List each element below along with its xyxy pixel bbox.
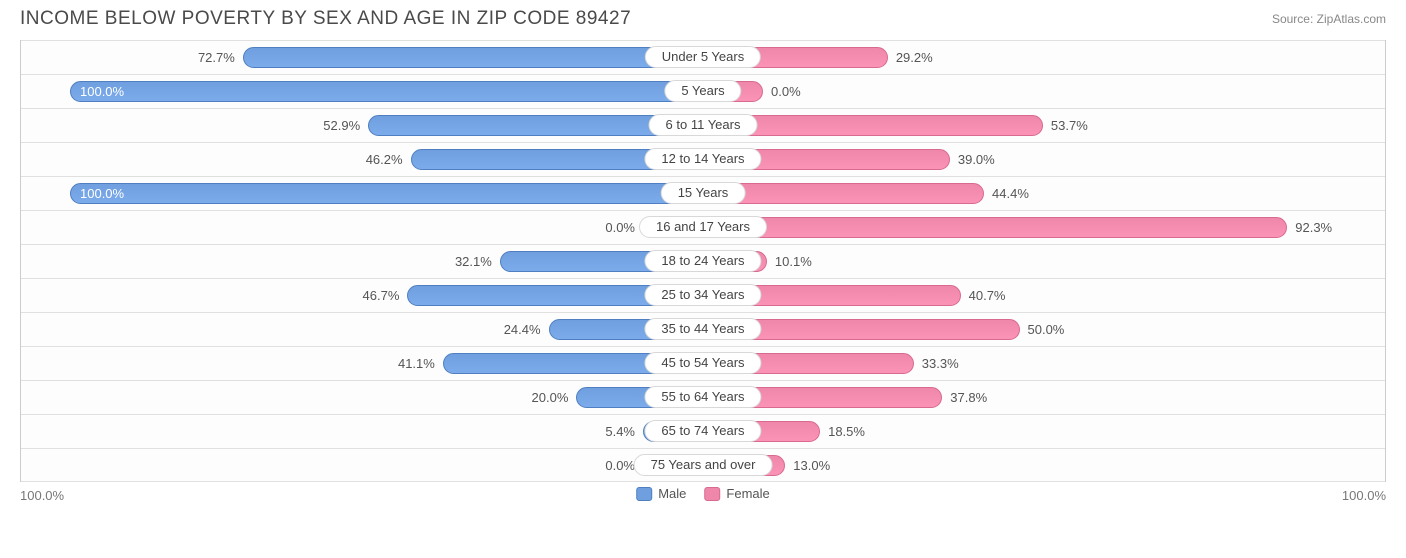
chart-row: 20.0% 37.8% 55 to 64 Years bbox=[21, 380, 1385, 414]
value-label-male: 46.2% bbox=[366, 149, 403, 170]
chart-footer: 100.0% Male Female 100.0% bbox=[20, 484, 1386, 514]
value-label-female: 40.7% bbox=[969, 285, 1006, 306]
chart-area: 72.7% 29.2% Under 5 Years 100.0% 0.0% 5 Years… bbox=[20, 40, 1386, 482]
value-label-female: 0.0% bbox=[771, 81, 801, 102]
bar-male bbox=[70, 183, 703, 204]
chart-row: 5.4% 18.5% 65 to 74 Years bbox=[21, 414, 1385, 448]
value-label-male: 52.9% bbox=[323, 115, 360, 136]
chart-row: 46.7% 40.7% 25 to 34 Years bbox=[21, 278, 1385, 312]
value-label-female: 18.5% bbox=[828, 421, 865, 442]
chart-row: 0.0% 92.3% 16 and 17 Years bbox=[21, 210, 1385, 244]
category-label: 65 to 74 Years bbox=[644, 420, 761, 442]
chart-source: Source: ZipAtlas.com bbox=[1272, 8, 1386, 26]
value-label-male: 100.0% bbox=[70, 183, 134, 204]
chart-row: 24.4% 50.0% 35 to 44 Years bbox=[21, 312, 1385, 346]
chart-row: 32.1% 10.1% 18 to 24 Years bbox=[21, 244, 1385, 278]
chart-row: 72.7% 29.2% Under 5 Years bbox=[21, 40, 1385, 74]
value-label-female: 92.3% bbox=[1295, 217, 1332, 238]
value-label-male: 0.0% bbox=[605, 455, 635, 476]
value-label-male: 24.4% bbox=[504, 319, 541, 340]
legend-label-male: Male bbox=[658, 486, 686, 501]
category-label: 16 and 17 Years bbox=[639, 216, 767, 238]
axis-label-right: 100.0% bbox=[1342, 488, 1386, 503]
value-label-female: 39.0% bbox=[958, 149, 995, 170]
chart-row: 0.0% 13.0% 75 Years and over bbox=[21, 448, 1385, 482]
value-label-female: 29.2% bbox=[896, 47, 933, 68]
legend-item-male: Male bbox=[636, 486, 686, 501]
category-label: 12 to 14 Years bbox=[644, 148, 761, 170]
category-label: 35 to 44 Years bbox=[644, 318, 761, 340]
value-label-female: 13.0% bbox=[793, 455, 830, 476]
legend-item-female: Female bbox=[704, 486, 769, 501]
axis-label-left: 100.0% bbox=[20, 488, 64, 503]
category-label: 15 Years bbox=[661, 182, 746, 204]
bar-male bbox=[243, 47, 703, 68]
chart-row: 46.2% 39.0% 12 to 14 Years bbox=[21, 142, 1385, 176]
value-label-male: 32.1% bbox=[455, 251, 492, 272]
legend: Male Female bbox=[636, 486, 770, 501]
swatch-male bbox=[636, 487, 652, 501]
value-label-female: 53.7% bbox=[1051, 115, 1088, 136]
category-label: 45 to 54 Years bbox=[644, 352, 761, 374]
value-label-male: 100.0% bbox=[70, 81, 134, 102]
swatch-female bbox=[704, 487, 720, 501]
value-label-male: 41.1% bbox=[398, 353, 435, 374]
chart-row: 52.9% 53.7% 6 to 11 Years bbox=[21, 108, 1385, 142]
chart-title: INCOME BELOW POVERTY BY SEX AND AGE IN Z… bbox=[20, 8, 631, 30]
category-label: Under 5 Years bbox=[645, 46, 761, 68]
value-label-male: 20.0% bbox=[532, 387, 569, 408]
bar-male bbox=[70, 81, 703, 102]
bar-female bbox=[703, 217, 1287, 238]
chart-row: 41.1% 33.3% 45 to 54 Years bbox=[21, 346, 1385, 380]
category-label: 25 to 34 Years bbox=[644, 284, 761, 306]
value-label-female: 44.4% bbox=[992, 183, 1029, 204]
value-label-male: 72.7% bbox=[198, 47, 235, 68]
chart-row: 100.0% 0.0% 5 Years bbox=[21, 74, 1385, 108]
category-label: 18 to 24 Years bbox=[644, 250, 761, 272]
category-label: 75 Years and over bbox=[634, 454, 773, 476]
value-label-female: 37.8% bbox=[950, 387, 987, 408]
value-label-male: 5.4% bbox=[605, 421, 635, 442]
category-label: 6 to 11 Years bbox=[649, 114, 758, 136]
value-label-male: 46.7% bbox=[363, 285, 400, 306]
value-label-male: 0.0% bbox=[605, 217, 635, 238]
category-label: 55 to 64 Years bbox=[644, 386, 761, 408]
category-label: 5 Years bbox=[664, 80, 741, 102]
legend-label-female: Female bbox=[726, 486, 769, 501]
value-label-female: 33.3% bbox=[922, 353, 959, 374]
chart-row: 100.0% 44.4% 15 Years bbox=[21, 176, 1385, 210]
value-label-female: 10.1% bbox=[775, 251, 812, 272]
value-label-female: 50.0% bbox=[1028, 319, 1065, 340]
